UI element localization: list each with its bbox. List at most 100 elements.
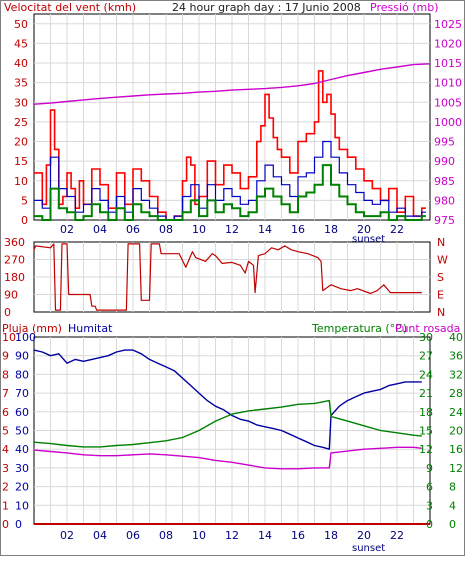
temp-inner-tick-label: 0 xyxy=(426,518,433,531)
direction-tick-label: 360 xyxy=(4,236,25,249)
pressure-tick-label: 995 xyxy=(434,136,455,149)
x-tick-label: 20 xyxy=(357,223,371,236)
pressure-tick-label: 990 xyxy=(434,155,455,168)
pressure-tick-label: 1015 xyxy=(434,57,462,70)
x-tick-label: 04 xyxy=(93,223,107,236)
temperature-series xyxy=(33,399,422,448)
temp-tick-label: 12 xyxy=(449,462,463,475)
humidity-tick-label: 0 xyxy=(15,518,22,531)
x-tick-label: 18 xyxy=(324,529,338,542)
x-tick-label: 08 xyxy=(159,529,173,542)
humidity-tick-label: 60 xyxy=(15,406,29,419)
wind-low-series xyxy=(34,164,426,221)
chart-title: 24 hour graph day : 17 Junio 2008 xyxy=(172,1,361,14)
pressure-tick-label: 975 xyxy=(434,214,455,227)
direction-tick-label: 180 xyxy=(4,271,25,284)
x-tick-label: 08 xyxy=(159,223,173,236)
temp-tick-label: 8 xyxy=(449,481,456,494)
x-tick-label: 22 xyxy=(390,223,404,236)
humidity-tick-label: 70 xyxy=(15,387,29,400)
wind-tick-label: 25 xyxy=(14,116,28,129)
x-tick-label: 10 xyxy=(192,529,206,542)
dewpoint-axis-label: Punt rosada xyxy=(395,322,460,335)
rain-tick-label: 2 xyxy=(2,481,9,494)
temp-tick-label: 28 xyxy=(449,387,463,400)
pressure-tick-label: 1025 xyxy=(434,18,462,31)
temp-inner-tick-label: 27 xyxy=(419,350,433,363)
humidity-tick-label: 100 xyxy=(15,331,36,344)
temp-inner-tick-label: 24 xyxy=(419,368,433,381)
temp-tick-label: 20 xyxy=(449,425,463,438)
wind-axis-label: Velocitat del vent (kmh) xyxy=(4,1,136,14)
pressure-tick-label: 985 xyxy=(434,175,455,188)
wind-tick-label: 30 xyxy=(14,96,28,109)
tick-labels: 0510152025303540455097598098599099510001… xyxy=(2,18,463,542)
temp-inner-tick-label: 21 xyxy=(419,387,433,400)
rain-tick-label: 1 xyxy=(2,499,9,512)
x-tick-label: 16 xyxy=(291,529,305,542)
rain-axis-label: Pluja (mm) xyxy=(2,322,62,335)
series-group xyxy=(33,63,431,525)
rain-tick-label: 8 xyxy=(2,368,9,381)
temp-inner-tick-label: 30 xyxy=(419,331,433,344)
x-tick-label: 12 xyxy=(225,529,239,542)
wind-tick-label: 15 xyxy=(14,155,28,168)
wind-tick-label: 35 xyxy=(14,77,28,90)
direction-series xyxy=(33,243,422,311)
temp-inner-tick-label: 6 xyxy=(426,481,433,494)
temp-tick-label: 40 xyxy=(449,331,463,344)
direction-tick-label: 90 xyxy=(4,289,18,302)
x-tick-label: 18 xyxy=(324,223,338,236)
humidity-tick-label: 90 xyxy=(15,350,29,363)
x-tick-label: 02 xyxy=(60,529,74,542)
x-tick-label: 04 xyxy=(93,529,107,542)
temp-inner-tick-label: 9 xyxy=(426,462,433,475)
sunset-label-top: sunset xyxy=(352,234,385,245)
wind-tick-label: 50 xyxy=(14,18,28,31)
humidity-axis-label: Humitat xyxy=(68,322,113,335)
wind-tick-label: 10 xyxy=(14,175,28,188)
compass-tick-label: S xyxy=(437,271,444,284)
wind-tick-label: 5 xyxy=(21,194,28,207)
x-tick-label: 14 xyxy=(258,223,272,236)
humidity-series xyxy=(33,349,422,450)
rain-tick-label: 3 xyxy=(2,462,9,475)
rain-tick-label: 5 xyxy=(2,425,9,438)
rain-tick-label: 6 xyxy=(2,406,9,419)
compass-tick-label: E xyxy=(437,289,444,302)
rain-tick-label: 7 xyxy=(2,387,9,400)
temp-tick-label: 0 xyxy=(449,518,456,531)
x-tick-label: 02 xyxy=(60,223,74,236)
x-tick-label: 20 xyxy=(357,529,371,542)
humidity-tick-label: 80 xyxy=(15,368,29,381)
rain-tick-label: 0 xyxy=(2,518,9,531)
wind-speed-series xyxy=(34,70,426,221)
direction-tick-label: 0 xyxy=(4,306,11,319)
pressure-tick-label: 1005 xyxy=(434,96,462,109)
humidity-tick-label: 40 xyxy=(15,443,29,456)
direction-tick-label: 270 xyxy=(4,254,25,267)
pressure-axis-label: Pressió (mb) xyxy=(370,1,439,14)
pressure-tick-label: 1000 xyxy=(434,116,462,129)
wind-avg-series xyxy=(34,140,426,221)
temp-inner-tick-label: 18 xyxy=(419,406,433,419)
temp-tick-label: 4 xyxy=(449,499,456,512)
x-tick-label: 22 xyxy=(390,529,404,542)
x-tick-label: 12 xyxy=(225,223,239,236)
temp-inner-tick-label: 3 xyxy=(426,499,433,512)
dewpoint-series xyxy=(33,446,422,470)
temp-tick-label: 16 xyxy=(449,443,463,456)
rain-tick-label: 4 xyxy=(2,443,9,456)
humidity-tick-label: 50 xyxy=(15,425,29,438)
pressure-series xyxy=(33,63,431,105)
rain-tick-label: 10 xyxy=(2,331,16,344)
pressure-tick-label: 1020 xyxy=(434,37,462,50)
x-tick-label: 16 xyxy=(291,223,305,236)
wind-tick-label: 20 xyxy=(14,136,28,149)
sunset-label-bottom: sunset xyxy=(352,543,385,554)
wind-tick-label: 40 xyxy=(14,57,28,70)
temp-tick-label: 36 xyxy=(449,350,463,363)
pressure-tick-label: 980 xyxy=(434,194,455,207)
